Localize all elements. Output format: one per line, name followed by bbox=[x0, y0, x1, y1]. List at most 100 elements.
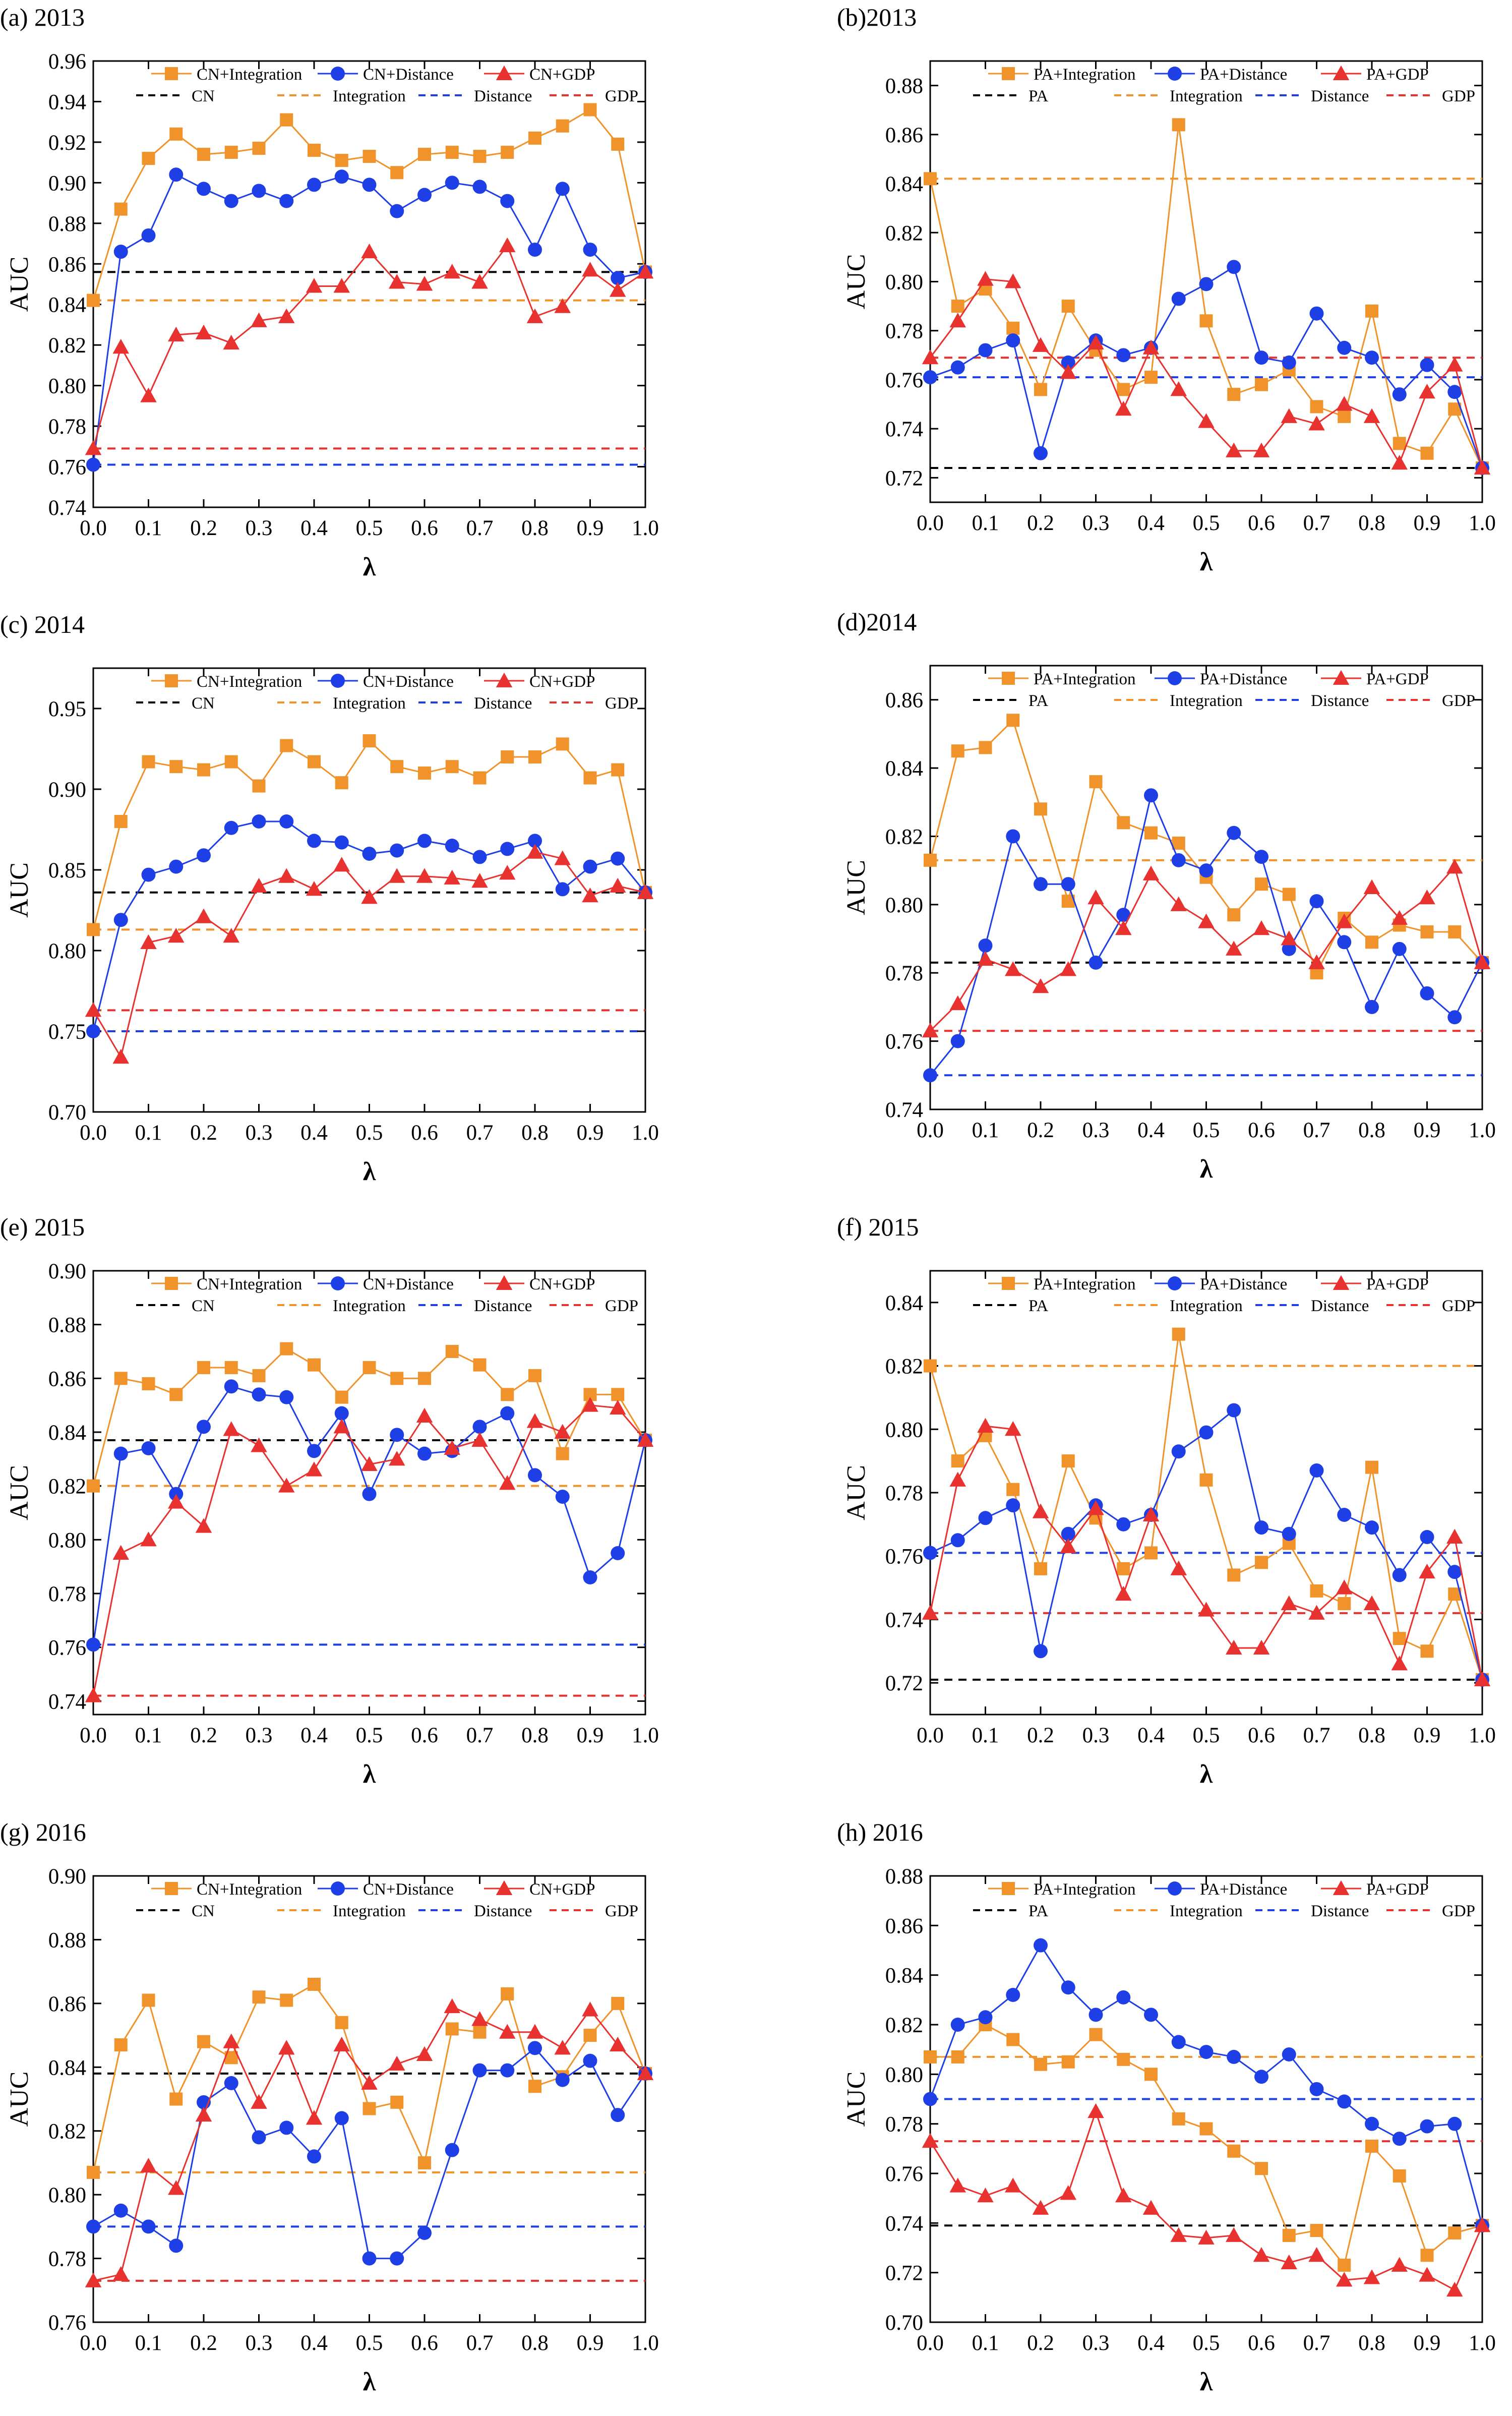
data-point bbox=[1308, 2247, 1325, 2262]
data-point bbox=[169, 1388, 183, 1401]
data-point bbox=[611, 137, 625, 151]
data-point bbox=[637, 2065, 654, 2080]
data-point bbox=[85, 1002, 102, 1017]
x-tick-label: 0.9 bbox=[1414, 1724, 1441, 1747]
data-point bbox=[472, 180, 487, 194]
x-axis-label: λ bbox=[1200, 548, 1213, 576]
legend-label: CN bbox=[192, 1902, 215, 1920]
data-point bbox=[977, 271, 994, 286]
data-point bbox=[583, 771, 597, 785]
data-point bbox=[1391, 910, 1408, 925]
data-point bbox=[924, 1359, 937, 1373]
data-point bbox=[416, 2046, 433, 2061]
data-point bbox=[501, 1388, 514, 1401]
data-point bbox=[528, 1468, 542, 1483]
data-point bbox=[1061, 1454, 1075, 1468]
data-point bbox=[472, 2063, 487, 2078]
legend-label: GDP bbox=[1442, 692, 1475, 710]
data-point bbox=[922, 1605, 939, 1620]
data-point bbox=[471, 274, 488, 289]
x-tick-label: 0.9 bbox=[577, 1121, 604, 1145]
x-tick-label: 1.0 bbox=[1469, 511, 1496, 535]
legend-marker bbox=[165, 674, 178, 687]
data-point bbox=[197, 148, 210, 161]
legend-label: GDP bbox=[605, 1902, 638, 1920]
data-point bbox=[1393, 2169, 1406, 2183]
x-tick-label: 0.7 bbox=[1303, 2331, 1330, 2355]
x-tick-label: 0.4 bbox=[300, 1121, 328, 1145]
y-tick-label: 0.74 bbox=[885, 1608, 923, 1632]
x-tick-label: 0.3 bbox=[1082, 511, 1110, 535]
data-point bbox=[1199, 2122, 1213, 2136]
legend-label: CN+Distance bbox=[363, 1880, 454, 1899]
y-tick-label: 0.76 bbox=[885, 1545, 923, 1569]
legend-label: CN+Integration bbox=[197, 1880, 302, 1899]
data-point bbox=[1005, 273, 1021, 288]
x-tick-label: 0.3 bbox=[246, 1121, 273, 1145]
data-point bbox=[473, 2025, 487, 2039]
data-point bbox=[950, 360, 965, 375]
legend-marker bbox=[1333, 65, 1350, 80]
data-point bbox=[87, 923, 100, 936]
data-point bbox=[168, 927, 185, 943]
y-tick-label: 0.76 bbox=[885, 2162, 923, 2186]
data-point bbox=[1420, 925, 1434, 938]
legend-marker bbox=[331, 1276, 345, 1290]
legend-label: Integration bbox=[333, 1902, 406, 1920]
data-point bbox=[169, 127, 183, 141]
x-tick-label: 0.6 bbox=[1248, 1118, 1275, 1142]
legend-label: PA+Distance bbox=[1200, 1275, 1287, 1293]
data-point bbox=[197, 763, 210, 777]
data-point bbox=[526, 308, 543, 323]
data-point bbox=[195, 908, 212, 923]
x-tick-label: 0.2 bbox=[1027, 1724, 1054, 1747]
data-point bbox=[923, 2092, 937, 2106]
data-point bbox=[1144, 2068, 1158, 2081]
data-point bbox=[1308, 416, 1325, 431]
data-point bbox=[1254, 850, 1268, 864]
data-point bbox=[1034, 446, 1048, 460]
data-point bbox=[1255, 1556, 1268, 1569]
data-point bbox=[445, 2022, 459, 2036]
legend-marker bbox=[496, 65, 513, 80]
data-point bbox=[1006, 2033, 1020, 2046]
data-point bbox=[555, 2073, 570, 2087]
data-point bbox=[1005, 2177, 1021, 2193]
data-point bbox=[1006, 1483, 1020, 1496]
legend-label: Distance bbox=[474, 694, 532, 713]
x-tick-label: 0.7 bbox=[466, 1724, 494, 1747]
data-point bbox=[1447, 1565, 1462, 1579]
data-point bbox=[1227, 908, 1241, 922]
data-point bbox=[1117, 1562, 1130, 1575]
y-tick-label: 0.72 bbox=[885, 466, 923, 490]
data-point bbox=[1226, 940, 1242, 956]
data-point bbox=[528, 243, 542, 257]
data-point bbox=[278, 308, 295, 323]
y-tick-label: 0.76 bbox=[885, 1030, 923, 1054]
data-point bbox=[416, 1407, 433, 1423]
data-point bbox=[501, 1987, 514, 2000]
data-point bbox=[417, 1446, 432, 1461]
y-tick-label: 0.84 bbox=[885, 172, 923, 196]
chart-panel-b: (b)2013 0.72 0.74 0.76 0.78 0.80 0.82 0.84 0.86 0… bbox=[837, 3, 1496, 576]
data-point bbox=[390, 1428, 404, 1442]
x-axis-label: λ bbox=[1200, 1155, 1213, 1184]
y-tick-label: 0.96 bbox=[48, 50, 86, 74]
data-point bbox=[114, 2038, 128, 2052]
data-point bbox=[610, 282, 626, 297]
data-point bbox=[362, 2251, 377, 2266]
x-axis-label: λ bbox=[1200, 1760, 1213, 1789]
x-tick-label: 0.5 bbox=[356, 516, 383, 540]
data-point bbox=[445, 839, 459, 853]
data-point bbox=[583, 103, 597, 116]
data-point bbox=[114, 202, 128, 216]
data-point bbox=[611, 2108, 625, 2123]
legend-label: Integration bbox=[333, 87, 406, 105]
data-point bbox=[610, 2036, 626, 2052]
data-point bbox=[1474, 1671, 1491, 1686]
legend-label: PA bbox=[1029, 692, 1048, 710]
data-point bbox=[1447, 2116, 1462, 2131]
x-tick-label: 1.0 bbox=[632, 2331, 659, 2355]
y-tick-label: 0.82 bbox=[885, 825, 923, 849]
data-point bbox=[418, 148, 431, 161]
